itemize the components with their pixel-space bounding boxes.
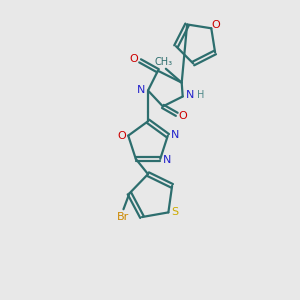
Text: N: N [171,130,179,140]
Text: Br: Br [117,212,130,222]
Text: N: N [185,89,194,100]
Text: O: O [117,130,126,141]
Text: O: O [130,54,139,64]
Text: O: O [212,20,220,30]
Text: N: N [137,85,145,94]
Text: H: H [197,89,204,100]
Text: N: N [163,155,171,165]
Text: S: S [172,207,179,218]
Text: O: O [178,111,187,121]
Text: CH₃: CH₃ [155,57,173,67]
